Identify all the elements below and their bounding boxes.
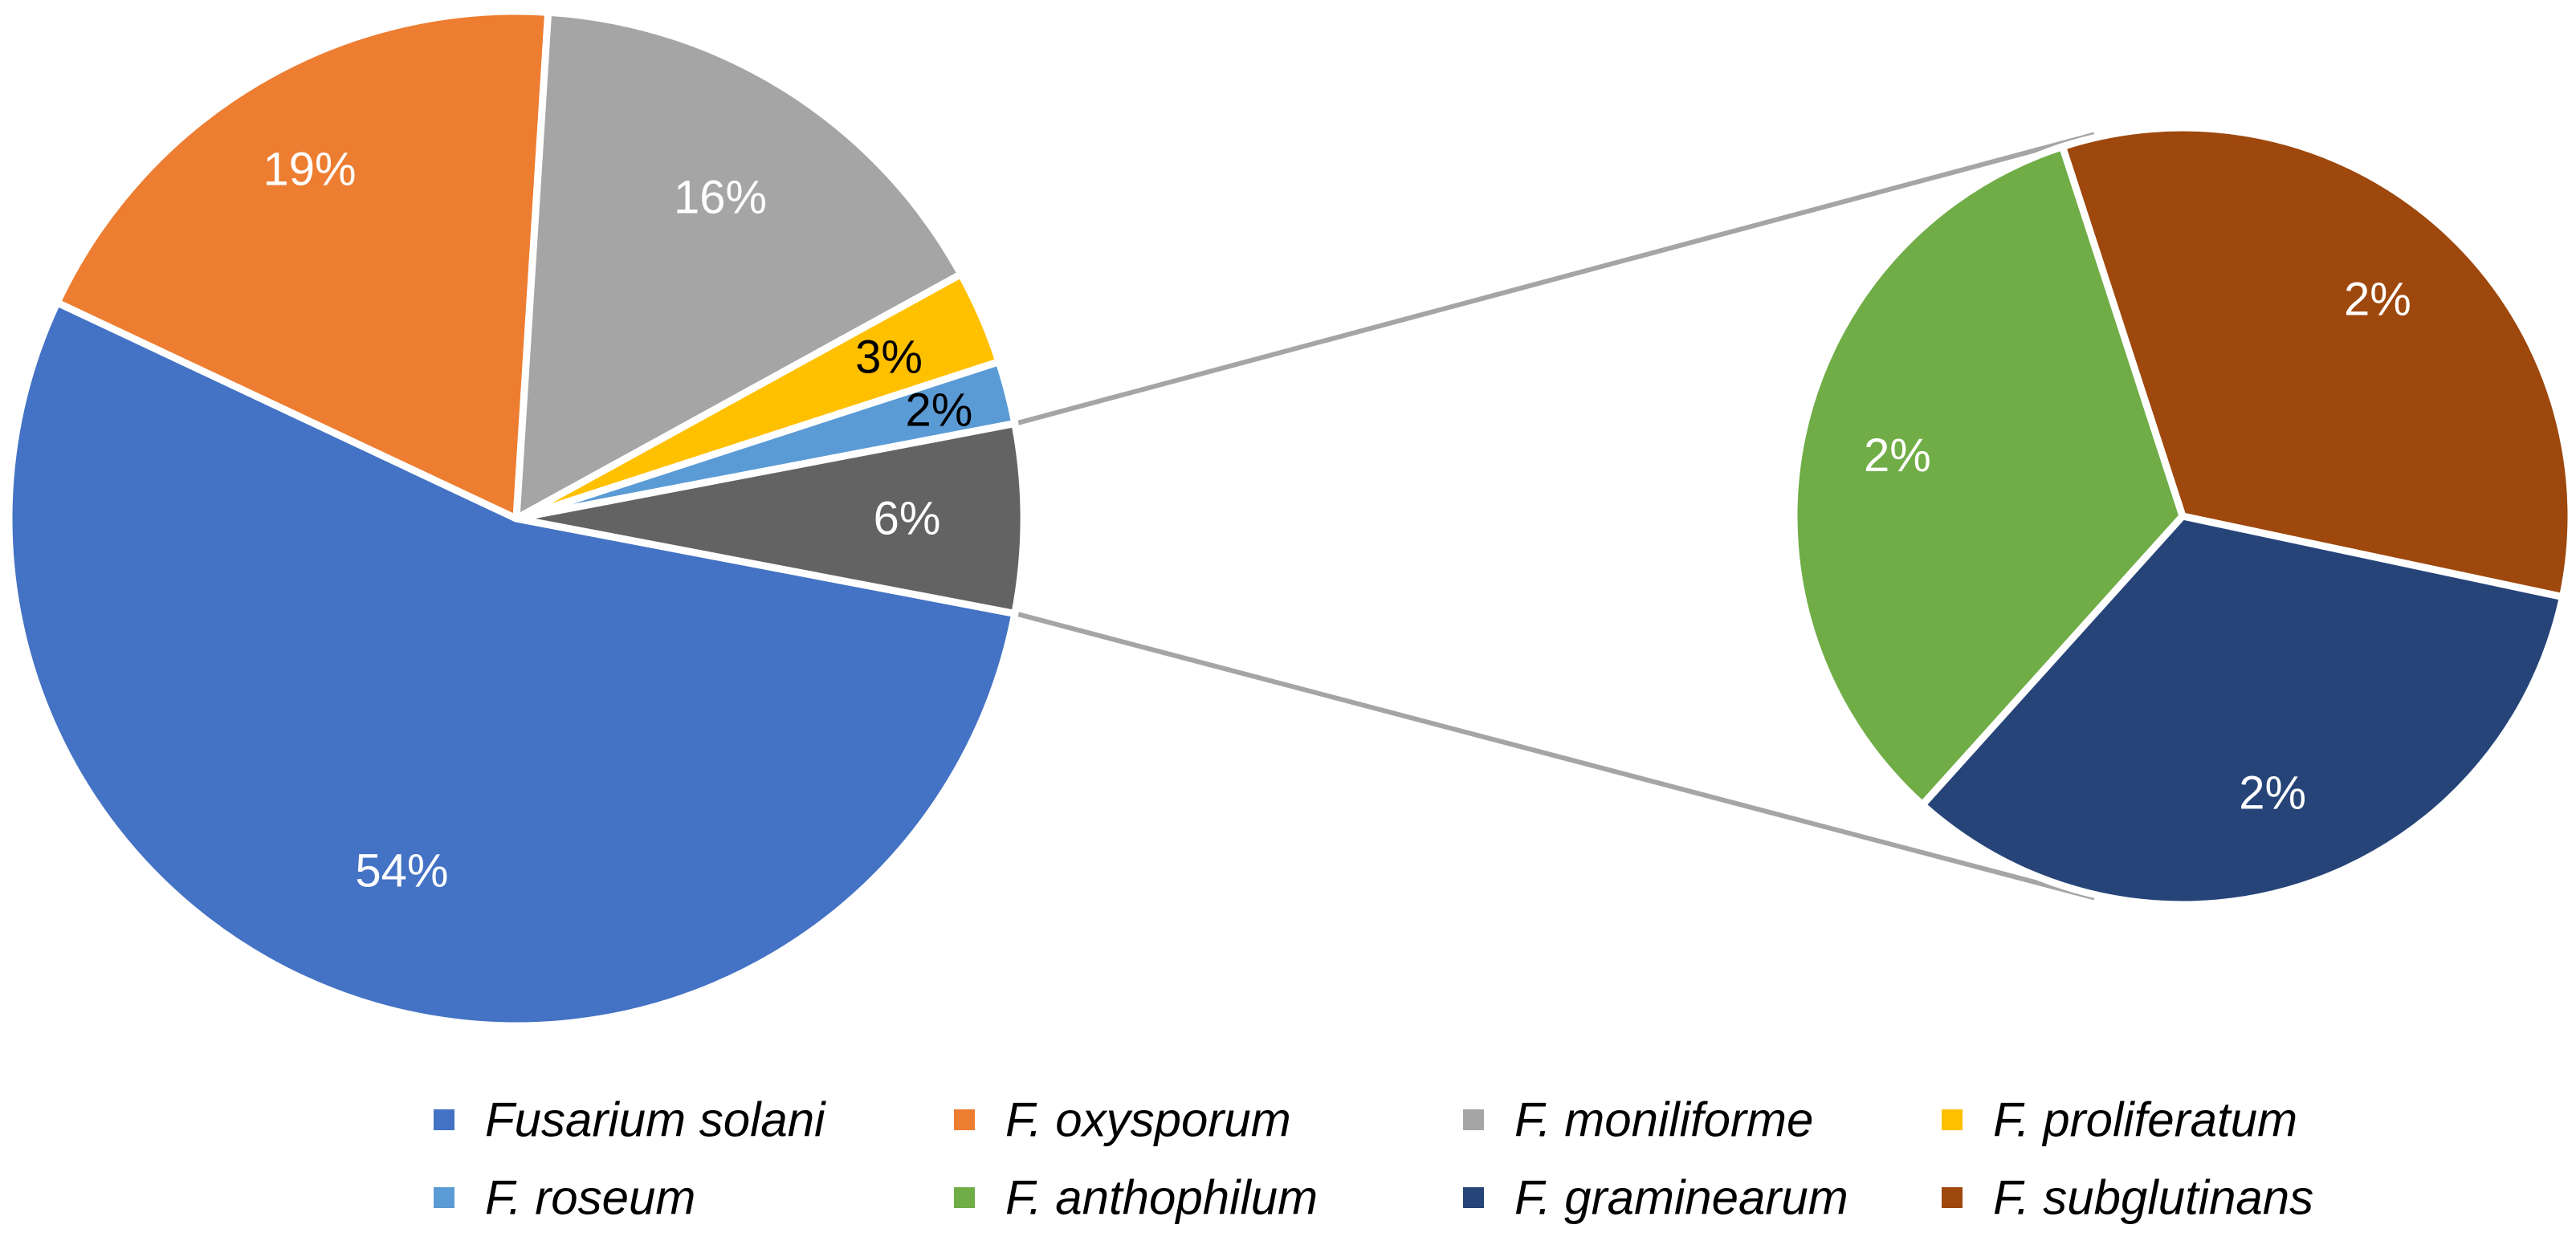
pie-slice-f-moniliforme (512, 8, 965, 523)
secondary-slice-label-f-subglutinans: 2% (2344, 274, 2411, 326)
legend-entry-f-graminearum: F. graminearum (1463, 1171, 1848, 1225)
legend-swatch-f-roseum (434, 1187, 454, 1208)
connector-line-top (1017, 132, 2096, 425)
legend-swatch-f-graminearum (1463, 1187, 1484, 1208)
secondary-pie: 2% 2% 2% (1790, 124, 2575, 909)
legend-swatch-f-proliferatum (1942, 1109, 1963, 1130)
slice-label-f-proliferatum: 3% (855, 332, 923, 384)
legend-entry-f-roseum: F. roseum (434, 1171, 695, 1225)
legend-swatch-f-moniliforme (1463, 1109, 1484, 1130)
slice-label-other: 6% (874, 493, 941, 545)
connector-lines (1017, 132, 2096, 901)
legend-swatch-fusarium-solani (434, 1109, 454, 1130)
slice-label-fusarium-solani: 54% (355, 844, 448, 897)
legend-swatch-f-subglutinans (1942, 1187, 1963, 1208)
legend-label-f-roseum: F. roseum (485, 1171, 695, 1225)
legend-entry-f-proliferatum: F. proliferatum (1942, 1093, 2297, 1147)
connector-line-bottom (1017, 612, 2095, 901)
legend-entry-f-anthophilum: F. anthophilum (954, 1171, 1318, 1225)
pie-slice-other (512, 420, 1028, 617)
secondary-slice-label-f-anthophilum: 2% (1864, 429, 1931, 482)
legend-swatch-f-oxysporum (954, 1109, 975, 1130)
slice-label-f-moniliforme: 16% (674, 171, 767, 223)
legend-label-f-subglutinans: F. subglutinans (1993, 1171, 2313, 1225)
slice-label-f-oxysporum: 19% (263, 143, 357, 195)
main-pie: 54% 19% 16% 3%2% 6% (5, 7, 1028, 1030)
legend-label-f-moniliforme: F. moniliforme (1514, 1093, 1813, 1147)
slice-label-f-roseum: 2% (905, 384, 972, 436)
legend-entry-f-moniliforme: F. moniliforme (1463, 1093, 1813, 1147)
legend-label-f-anthophilum: F. anthophilum (1005, 1171, 1318, 1225)
legend-entry-f-oxysporum: F. oxysporum (954, 1093, 1291, 1147)
legend-entry-fusarium-solani: Fusarium solani (434, 1093, 826, 1147)
legend-entry-f-subglutinans: F. subglutinans (1942, 1171, 2313, 1225)
legend-label-f-proliferatum: F. proliferatum (1993, 1093, 2297, 1147)
secondary-slice-f-subglutinans (2058, 124, 2575, 601)
secondary-slice-f-anthophilum (1790, 143, 2187, 809)
legend: Fusarium solani F. oxysporum F. moniliform… (434, 1093, 2313, 1225)
legend-swatch-f-anthophilum (954, 1187, 975, 1208)
legend-label-fusarium-solani: Fusarium solani (485, 1093, 826, 1147)
legend-label-f-graminearum: F. graminearum (1514, 1171, 1848, 1225)
secondary-slice-label-f-graminearum: 2% (2239, 767, 2306, 820)
legend-label-f-oxysporum: F. oxysporum (1005, 1093, 1291, 1147)
pie-slice-fusarium-solani (5, 299, 1019, 1030)
pie-slice-f-oxysporum (53, 7, 552, 523)
secondary-slice-f-graminearum (1918, 512, 2566, 909)
